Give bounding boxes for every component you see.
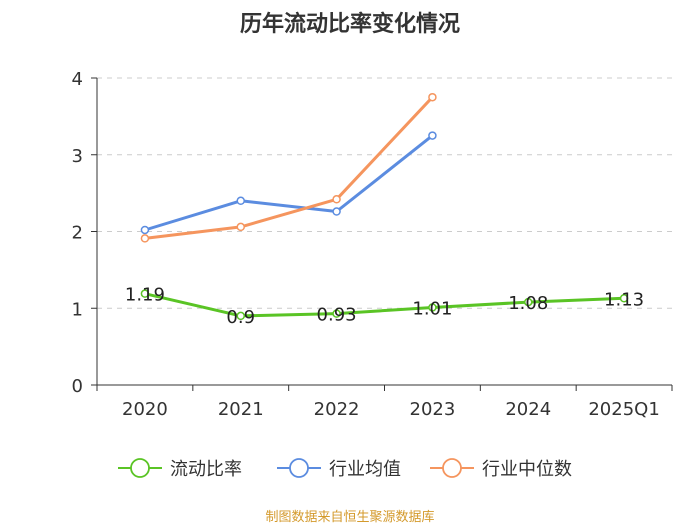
y-tick-label: 3 [72, 146, 83, 167]
data-point [332, 207, 341, 216]
legend-marker [130, 458, 150, 478]
y-tick-label: 2 [72, 223, 83, 244]
legend-item-0[interactable]: 流动比率 [118, 458, 242, 480]
data-point [428, 92, 437, 102]
data-point [140, 289, 150, 298]
data-label: 1.13 [604, 289, 644, 310]
data-label: 0.9 [226, 307, 255, 328]
legend[interactable]: 流动比率 行业均值 行业中位数 [118, 458, 572, 480]
data-point [236, 311, 245, 321]
source-note: 制图数据来自恒生聚源数据库 [265, 510, 435, 525]
data-point [236, 196, 245, 206]
legend-label: 流动比率 [170, 459, 242, 480]
data-point [524, 297, 533, 307]
legend-marker [442, 458, 462, 478]
data-label: 1.01 [412, 298, 452, 319]
x-tick-label: 2021 [218, 399, 264, 420]
data-point [140, 234, 150, 243]
y-tick-label: 1 [72, 299, 83, 320]
data-label: 0.93 [317, 305, 357, 326]
legend-item-2[interactable]: 行业中位数 [430, 458, 572, 480]
y-tick-label: 4 [72, 69, 83, 90]
axes: 0 1 2 3 4 2020 2021 2022 2023 2024 2025Q1 [72, 69, 673, 420]
legend-item-1[interactable]: 行业均值 [277, 458, 401, 480]
data-label: 1.19 [125, 285, 165, 306]
chart-title: 历年流动比率变化情况 [239, 12, 460, 37]
x-tick-label: 2020 [122, 399, 168, 420]
x-tick-label: 2022 [314, 399, 360, 420]
data-point [332, 195, 341, 204]
x-tick-label: 2024 [505, 399, 551, 420]
data-labels: 1.19 0.9 0.93 1.01 1.08 1.13 [125, 285, 644, 328]
series-line-0 [144, 292, 625, 318]
series-line-1 [144, 134, 434, 232]
data-point [332, 309, 341, 318]
data-point [619, 294, 629, 303]
series-layer [140, 92, 629, 321]
y-tick-label: 0 [72, 376, 83, 397]
data-point [428, 131, 437, 140]
legend-marker [289, 458, 309, 478]
data-point [140, 225, 150, 235]
grid-lines [97, 77, 672, 309]
data-point [428, 303, 437, 312]
x-tick-label: 2025Q1 [588, 399, 659, 420]
data-point [236, 222, 245, 232]
series-line-2 [144, 96, 434, 240]
legend-label: 行业均值 [329, 459, 401, 480]
data-label: 1.08 [508, 293, 548, 314]
legend-label: 行业中位数 [482, 459, 572, 480]
x-tick-label: 2023 [410, 399, 456, 420]
